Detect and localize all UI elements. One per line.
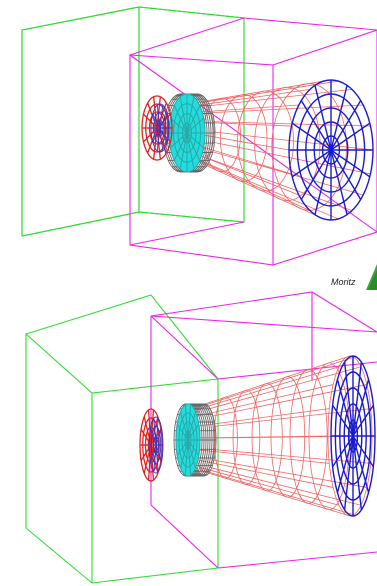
cyan-disk-bottom	[175, 403, 201, 477]
green-triangle-logo-icon	[366, 264, 377, 290]
magenta-box-bottom	[150, 291, 377, 569]
inner-blue-mesh-top	[150, 103, 170, 153]
blue-detector-disk-top	[288, 79, 374, 221]
author-caption: Moritz	[331, 277, 356, 287]
cyan-disk-top	[168, 93, 206, 173]
blue-detector-disk-bottom	[330, 355, 376, 517]
inner-blue-mesh-bottom	[148, 416, 164, 474]
magenta-box-top	[128, 17, 377, 266]
